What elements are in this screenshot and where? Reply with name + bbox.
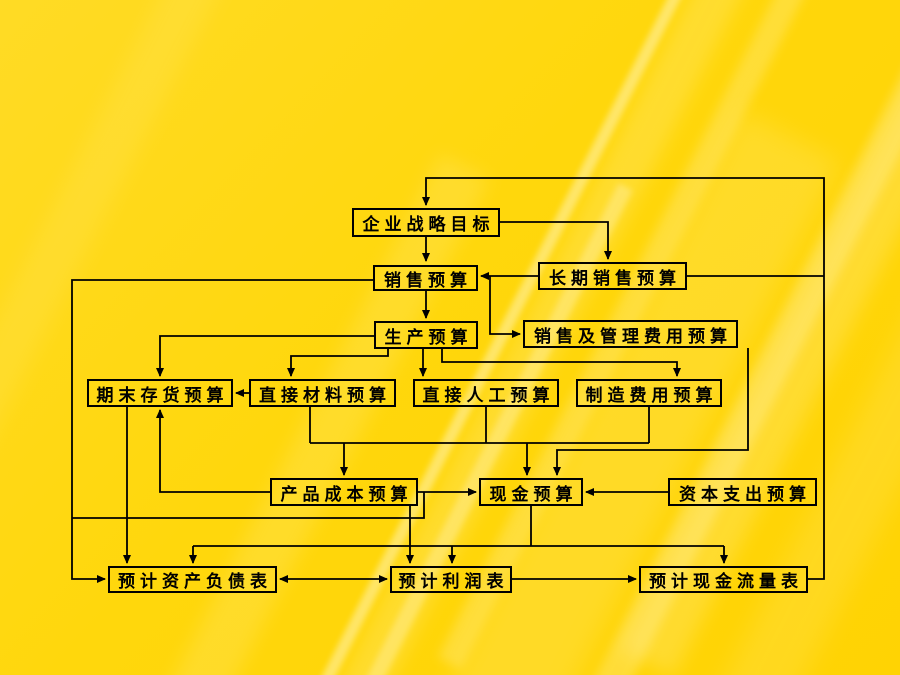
node-capital-expenditure-budget: 资本支出预算 <box>668 478 817 506</box>
node-budgeted-income-statement: 预计利润表 <box>390 566 512 593</box>
node-direct-labor-budget: 直接人工预算 <box>413 379 559 407</box>
node-longterm-sales-budget: 长期销售预算 <box>538 262 687 290</box>
node-product-cost-budget: 产品成本预算 <box>270 478 418 506</box>
node-budgeted-cash-flow-statement: 预计现金流量表 <box>639 566 808 593</box>
connector-production-to-overhead <box>441 349 681 377</box>
connector-sales-to-cash <box>72 492 425 519</box>
node-sales-budget: 销售预算 <box>373 265 478 291</box>
connector-production-to-materials <box>287 349 389 377</box>
node-manufacturing-overhead-budget: 制造费用预算 <box>576 379 722 407</box>
node-ending-inventory-budget: 期末存货预算 <box>87 379 233 407</box>
node-selling-admin-expense-budget: 销售及管理费用预算 <box>523 320 738 348</box>
connector-cash-to-statements <box>189 506 728 564</box>
connector-feedback-bus <box>422 177 825 580</box>
node-production-budget: 生产预算 <box>374 321 478 349</box>
connector-sales-to-admin <box>489 276 521 338</box>
connector-productcost-to-inventory <box>156 409 270 493</box>
connector-strategic-to-longterm <box>500 221 612 260</box>
node-budgeted-balance-sheet: 预计资产负债表 <box>108 566 277 593</box>
connector-admin-to-cash <box>553 348 749 476</box>
node-strategic-goal: 企业战略目标 <box>352 208 500 237</box>
node-direct-materials-budget: 直接材料预算 <box>249 379 396 407</box>
connector-sales-to-balance <box>71 279 373 583</box>
connector-cost-collector <box>309 407 650 476</box>
connector-production-to-inventory <box>156 335 374 377</box>
node-cash-budget: 现金预算 <box>479 478 583 506</box>
